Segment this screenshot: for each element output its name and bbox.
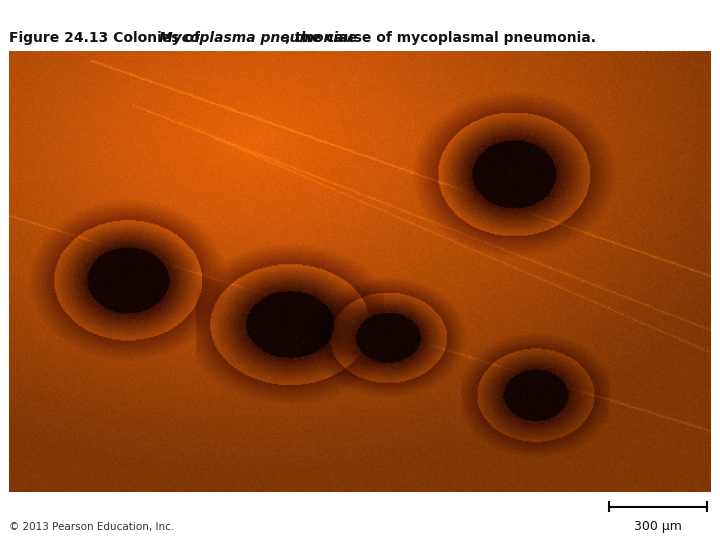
Text: LM: LM <box>567 508 591 523</box>
Text: © 2013 Pearson Education, Inc.: © 2013 Pearson Education, Inc. <box>9 522 174 532</box>
Text: 300 μm: 300 μm <box>634 519 682 532</box>
Text: , the cause of mycoplasmal pneumonia.: , the cause of mycoplasmal pneumonia. <box>284 31 595 45</box>
Text: Figure 24.13 Colonies of: Figure 24.13 Colonies of <box>9 31 204 45</box>
Text: Mycoplasma pneumoniae: Mycoplasma pneumoniae <box>158 31 356 45</box>
